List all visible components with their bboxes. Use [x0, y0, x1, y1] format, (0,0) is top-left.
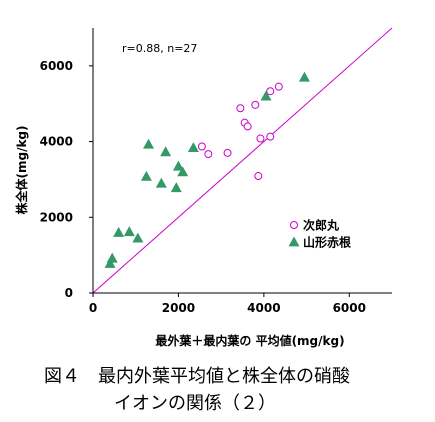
data-point-circle — [256, 134, 265, 143]
data-point-circle — [266, 132, 275, 141]
data-point-circle — [236, 104, 245, 113]
data-point-circle — [243, 122, 252, 131]
data-point-triangle — [155, 177, 167, 188]
data-point-triangle — [187, 142, 199, 153]
y-tick-label: 6000 — [40, 59, 73, 73]
x-tick-label: 4000 — [247, 301, 280, 315]
y-tick-label: 2000 — [40, 210, 73, 224]
y-tick-label: 0 — [65, 286, 73, 300]
y-axis-label: 株全体(mg/kg) — [14, 125, 29, 214]
x-tick-label: 2000 — [162, 301, 195, 315]
data-point-triangle — [123, 226, 135, 237]
legend-marker-circle — [290, 221, 298, 229]
data-point-circle — [266, 87, 275, 96]
reference-line — [92, 27, 393, 294]
data-point-triangle — [104, 257, 116, 268]
x-axis-label: 最外葉＋最内葉の 平均値(mg/kg) — [155, 333, 344, 348]
legend-label: 山形赤根 — [303, 235, 351, 250]
figure-caption-line1: 図４ 最内外葉平均値と株全体の硝酸 — [44, 366, 350, 387]
data-point-triangle — [132, 232, 144, 243]
data-point-circle — [274, 82, 283, 91]
data-point-triangle — [172, 160, 184, 171]
data-point-circle — [197, 142, 206, 151]
data-point-circle — [251, 100, 260, 109]
y-tick-label: 4000 — [40, 135, 73, 149]
data-point-triangle — [177, 166, 189, 177]
data-point-triangle — [170, 182, 182, 193]
data-point-triangle — [160, 146, 172, 157]
x-tick-label: 0 — [89, 301, 97, 315]
data-point-triangle — [143, 138, 155, 149]
chart-annotation: r=0.88, n=27 — [122, 42, 197, 55]
legend-label: 次郎丸 — [303, 218, 340, 233]
x-tick-label: 6000 — [333, 301, 366, 315]
data-point-triangle — [260, 90, 272, 101]
data-point-circle — [223, 148, 232, 157]
data-point-triangle — [140, 170, 152, 181]
data-point-triangle — [113, 226, 125, 237]
data-point-triangle — [106, 252, 118, 263]
data-point-triangle — [298, 71, 310, 82]
legend-marker-triangle — [288, 236, 300, 247]
figure-caption-line2: イオンの関係（２） — [114, 393, 276, 414]
data-point-circle — [204, 150, 213, 159]
data-point-circle — [254, 172, 263, 181]
